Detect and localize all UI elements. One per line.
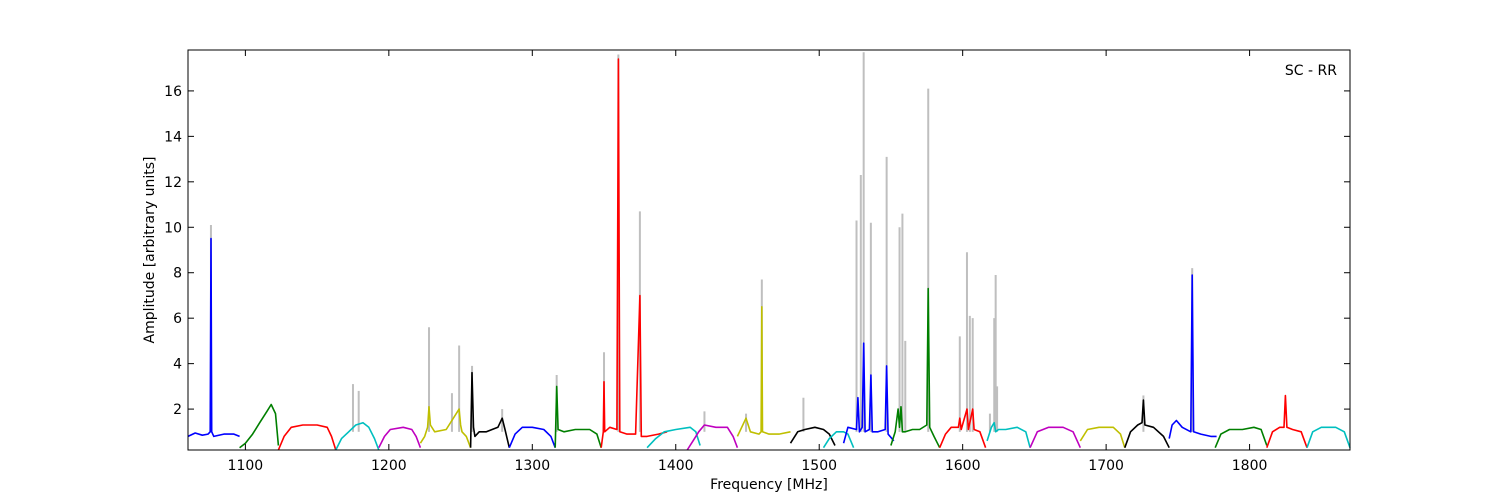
x-tick-label: 1100 bbox=[228, 458, 264, 474]
series-layer bbox=[187, 58, 1351, 451]
series-line-4 bbox=[378, 426, 422, 449]
plot-frame bbox=[187, 49, 1351, 451]
series-line-21 bbox=[1124, 399, 1170, 449]
y-tick-label: 4 bbox=[173, 357, 182, 373]
series-line-0 bbox=[187, 237, 240, 438]
series-line-19 bbox=[1029, 426, 1082, 449]
x-tick-label: 1300 bbox=[514, 458, 550, 474]
y-tick-label: 10 bbox=[164, 220, 182, 236]
x-axis-ticks: 1100 1200 1300 1400 1500 1600 1700 1800 bbox=[228, 50, 1268, 474]
x-tick-label: 1500 bbox=[801, 458, 837, 474]
series-line-2 bbox=[277, 424, 337, 451]
x-axis-label: Frequency [MHz] bbox=[710, 477, 828, 493]
y-tick-label: 8 bbox=[173, 266, 182, 282]
series-line-1 bbox=[239, 403, 280, 449]
series-line-10 bbox=[646, 426, 701, 449]
series-line-17 bbox=[938, 408, 987, 449]
x-tick-label: 1800 bbox=[1232, 458, 1268, 474]
series-line-9 bbox=[600, 58, 668, 448]
x-tick-label: 1600 bbox=[945, 458, 981, 474]
series-line-7 bbox=[508, 426, 556, 449]
y-axis-label: Amplitude [arbitrary units] bbox=[142, 157, 158, 344]
series-line-11 bbox=[686, 424, 739, 451]
x-tick-label: 1700 bbox=[1088, 458, 1124, 474]
series-line-14 bbox=[822, 430, 855, 449]
series-line-6 bbox=[469, 371, 511, 448]
series-line-3 bbox=[335, 421, 380, 451]
y-tick-label: 16 bbox=[164, 84, 182, 100]
series-line-25 bbox=[1306, 426, 1351, 448]
series-line-13 bbox=[789, 426, 836, 446]
series-line-8 bbox=[554, 385, 602, 448]
y-tick-label: 2 bbox=[173, 402, 182, 418]
series-line-12 bbox=[736, 305, 791, 437]
series-line-22 bbox=[1168, 274, 1217, 439]
corner-annotation: SC - RR bbox=[1285, 63, 1337, 79]
series-line-23 bbox=[1214, 426, 1268, 449]
x-tick-label: 1400 bbox=[658, 458, 694, 474]
series-line-5 bbox=[419, 405, 472, 448]
series-line-20 bbox=[1079, 426, 1126, 448]
x-tick-label: 1200 bbox=[371, 458, 407, 474]
plot-background bbox=[188, 50, 1350, 450]
y-tick-label: 6 bbox=[173, 311, 182, 327]
y-tick-label: 12 bbox=[164, 175, 182, 191]
series-line-15 bbox=[842, 342, 895, 444]
y-tick-label: 14 bbox=[164, 129, 182, 145]
y-axis-ticks: 2 4 6 8 10 12 14 16 bbox=[164, 84, 1350, 418]
series-line-24 bbox=[1266, 394, 1308, 448]
series-line-18 bbox=[986, 421, 1031, 448]
series-line-16 bbox=[890, 287, 941, 449]
